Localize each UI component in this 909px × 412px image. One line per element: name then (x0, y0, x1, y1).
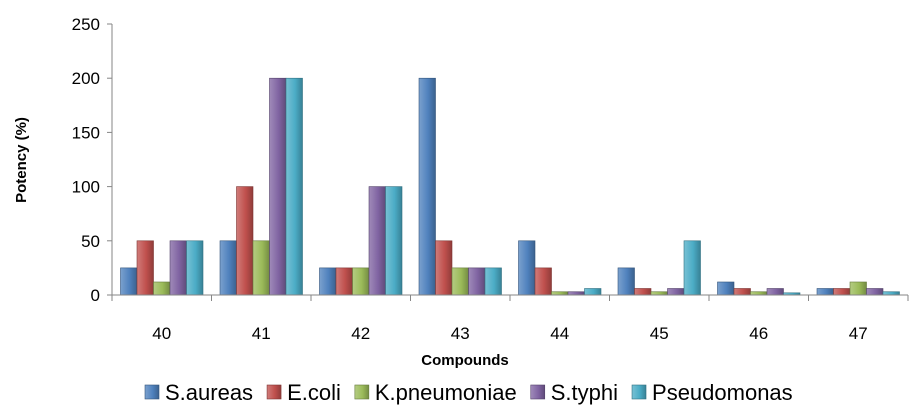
legend-label: S.aureas (165, 380, 253, 405)
y-tick-label: 150 (72, 123, 100, 142)
x-axis-ticks: 40 41 42 43 44 45 46 47 (152, 324, 867, 343)
legend-label: E.coli (287, 380, 341, 405)
x-tick-label: 42 (351, 324, 370, 343)
bar-ecoli-41 (236, 186, 254, 296)
y-tick-label: 50 (81, 232, 100, 251)
x-tick-label: 47 (849, 324, 868, 343)
bar-styphi-43 (468, 267, 486, 296)
legend: S.aureas E.coli K.pneumoniae S.typhi Pseudom… (144, 380, 793, 405)
bar-saureas-46 (717, 281, 735, 296)
x-tick-label: 44 (550, 324, 569, 343)
bar-saureas-47 (816, 288, 834, 296)
y-tick-label: 100 (72, 178, 100, 197)
y-tick-label: 0 (91, 286, 100, 305)
legend-swatch (631, 384, 647, 400)
bar-saureas-43 (418, 77, 436, 296)
bar-pseudomonas-44 (584, 288, 602, 296)
x-tick-label: 46 (749, 324, 768, 343)
bar-kpneumoniae-40 (153, 281, 171, 296)
legend-label: S.typhi (551, 380, 618, 405)
x-tick-label: 41 (252, 324, 271, 343)
bar-saureas-44 (518, 240, 536, 296)
bar-styphi-40 (169, 240, 187, 296)
x-tick-label: 40 (152, 324, 171, 343)
y-axis-title: Potency (%) (13, 117, 30, 203)
axes (111, 24, 909, 301)
bar-styphi-41 (269, 77, 287, 296)
bar-ecoli-43 (435, 240, 453, 296)
bar-ecoli-45 (634, 288, 652, 296)
bar-styphi-42 (368, 186, 386, 296)
bar-kpneumoniae-47 (849, 281, 867, 296)
bar-saureas-45 (617, 267, 635, 296)
bar-pseudomonas-45 (683, 240, 701, 296)
legend-swatch (144, 384, 160, 400)
bar-pseudomonas-42 (385, 186, 403, 296)
bar-kpneumoniae-43 (451, 267, 469, 296)
legend-label: Pseudomonas (652, 380, 793, 405)
y-tick-label: 250 (72, 15, 100, 34)
bar-ecoli-47 (833, 288, 851, 296)
bar-saureas-42 (319, 267, 337, 296)
x-axis-title: Compounds (421, 352, 509, 369)
bar-ecoli-46 (733, 288, 751, 296)
legend-label: K.pneumoniae (375, 380, 517, 405)
legend-swatch (266, 384, 282, 400)
bar-ecoli-42 (335, 267, 353, 296)
bar-styphi-47 (866, 288, 884, 296)
x-tick-label: 43 (451, 324, 470, 343)
legend-swatch (354, 384, 370, 400)
bar-ecoli-44 (534, 267, 552, 296)
y-tick-label: 200 (72, 69, 100, 88)
bar-kpneumoniae-41 (252, 240, 270, 296)
bar-saureas-41 (219, 240, 237, 296)
bar-pseudomonas-41 (285, 77, 303, 296)
bar-styphi-45 (667, 288, 685, 296)
x-tick-label: 45 (650, 324, 669, 343)
bar-pseudomonas-40 (186, 240, 204, 296)
bar-saureas-40 (120, 267, 138, 296)
bar-kpneumoniae-42 (352, 267, 370, 296)
y-axis-ticks: 0 50 100 150 200 250 (72, 15, 112, 305)
bar-pseudomonas-43 (484, 267, 502, 296)
bars (120, 77, 900, 296)
bar-ecoli-40 (136, 240, 154, 296)
bar-styphi-46 (766, 288, 784, 296)
legend-swatch (530, 384, 546, 400)
